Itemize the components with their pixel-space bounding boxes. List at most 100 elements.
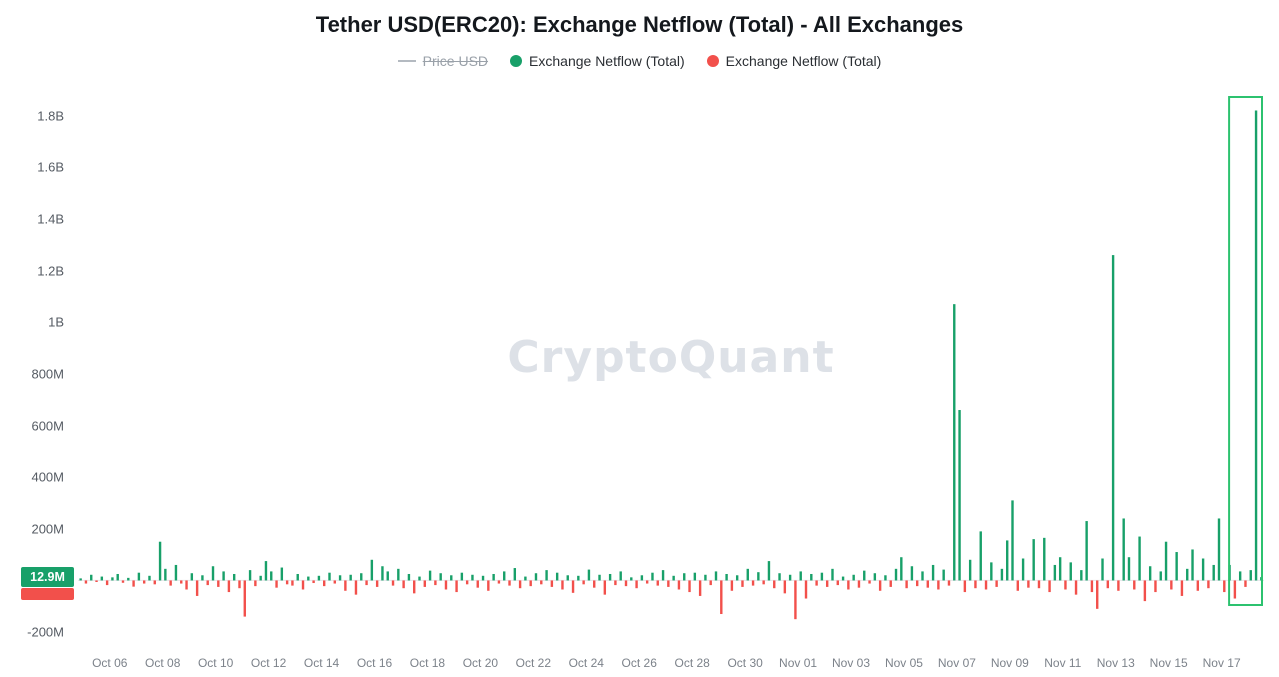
netflow-bar[interactable]	[243, 580, 246, 617]
netflow-bar[interactable]	[852, 574, 855, 581]
netflow-bar[interactable]	[953, 304, 956, 581]
netflow-bar[interactable]	[185, 580, 188, 590]
netflow-bar[interactable]	[121, 580, 125, 583]
netflow-bar[interactable]	[741, 580, 744, 587]
netflow-bar[interactable]	[1117, 580, 1120, 591]
netflow-bar[interactable]	[386, 571, 389, 581]
netflow-bar[interactable]	[820, 572, 824, 581]
netflow-bar[interactable]	[720, 580, 723, 615]
netflow-bar[interactable]	[423, 580, 426, 587]
netflow-bar[interactable]	[217, 580, 220, 587]
netflow-bar[interactable]	[105, 580, 109, 586]
netflow-bar[interactable]	[841, 576, 845, 581]
netflow-bar[interactable]	[312, 580, 315, 584]
netflow-bar[interactable]	[683, 573, 686, 581]
netflow-bar[interactable]	[529, 580, 532, 587]
netflow-bar[interactable]	[735, 575, 739, 581]
netflow-bar[interactable]	[344, 580, 347, 591]
netflow-bar[interactable]	[1249, 570, 1252, 581]
netflow-bar[interactable]	[434, 580, 437, 586]
netflow-bar[interactable]	[873, 573, 877, 581]
netflow-bar[interactable]	[190, 573, 194, 581]
netflow-bar[interactable]	[497, 580, 501, 584]
netflow-bar[interactable]	[1133, 580, 1136, 590]
netflow-bar[interactable]	[508, 580, 511, 586]
netflow-bar[interactable]	[603, 580, 607, 595]
netflow-bar[interactable]	[1101, 558, 1104, 581]
netflow-bar[interactable]	[428, 570, 432, 581]
netflow-bar[interactable]	[831, 568, 834, 581]
netflow-bar[interactable]	[825, 580, 829, 587]
netflow-bar[interactable]	[1244, 580, 1247, 587]
netflow-bar[interactable]	[968, 559, 972, 581]
netflow-bar[interactable]	[1122, 518, 1125, 581]
netflow-bar[interactable]	[153, 580, 156, 585]
netflow-bar[interactable]	[132, 580, 135, 587]
netflow-bar[interactable]	[910, 566, 914, 581]
netflow-bar[interactable]	[439, 573, 442, 581]
netflow-bar[interactable]	[503, 571, 506, 581]
netflow-bar[interactable]	[630, 577, 633, 581]
netflow-bar[interactable]	[471, 574, 474, 581]
netflow-bar[interactable]	[900, 557, 903, 581]
netflow-bar[interactable]	[1138, 536, 1141, 581]
netflow-bar[interactable]	[481, 575, 485, 581]
netflow-bar[interactable]	[1238, 571, 1242, 581]
netflow-bar[interactable]	[677, 580, 681, 590]
netflow-bar[interactable]	[1154, 580, 1157, 593]
netflow-bar[interactable]	[1159, 571, 1162, 581]
netflow-bar[interactable]	[1180, 580, 1184, 596]
netflow-bar[interactable]	[1175, 552, 1178, 581]
netflow-bar[interactable]	[540, 580, 543, 585]
netflow-bar[interactable]	[1217, 518, 1221, 581]
netflow-bar[interactable]	[476, 580, 479, 588]
netflow-bar[interactable]	[450, 575, 453, 581]
netflow-bar[interactable]	[1027, 580, 1030, 588]
netflow-bar[interactable]	[571, 580, 575, 593]
netflow-bar[interactable]	[931, 564, 935, 581]
netflow-bar[interactable]	[1223, 580, 1226, 593]
netflow-bar[interactable]	[651, 572, 654, 581]
netflow-bar[interactable]	[1164, 541, 1168, 581]
netflow-bar[interactable]	[619, 571, 622, 581]
netflow-bar[interactable]	[1106, 580, 1110, 589]
netflow-bar[interactable]	[1170, 580, 1173, 590]
netflow-bar[interactable]	[1085, 521, 1088, 581]
netflow-bar[interactable]	[1006, 540, 1009, 581]
netflow-bar[interactable]	[751, 580, 755, 586]
netflow-bar[interactable]	[561, 580, 564, 590]
netflow-bar[interactable]	[947, 580, 951, 586]
netflow-bar[interactable]	[778, 573, 781, 581]
netflow-bar[interactable]	[555, 572, 559, 581]
netflow-bar[interactable]	[370, 559, 374, 581]
netflow-bar[interactable]	[238, 580, 241, 589]
netflow-bar[interactable]	[1254, 110, 1258, 581]
netflow-bar[interactable]	[95, 580, 98, 582]
netflow-bar[interactable]	[349, 574, 352, 581]
netflow-bar[interactable]	[1090, 580, 1094, 593]
legend-item-netflow-negative[interactable]: Exchange Netflow (Total)	[706, 53, 881, 69]
netflow-bar[interactable]	[142, 580, 146, 584]
netflow-bar[interactable]	[1043, 537, 1046, 581]
netflow-bar[interactable]	[338, 575, 342, 581]
netflow-bar[interactable]	[1069, 562, 1072, 581]
netflow-bar[interactable]	[280, 567, 284, 581]
netflow-bar[interactable]	[995, 580, 998, 587]
netflow-bar[interactable]	[693, 572, 697, 581]
netflow-bar[interactable]	[465, 580, 469, 585]
netflow-bar[interactable]	[990, 562, 993, 581]
netflow-bar[interactable]	[984, 580, 988, 590]
netflow-bar[interactable]	[635, 580, 638, 589]
netflow-bar[interactable]	[1016, 580, 1019, 591]
netflow-bar[interactable]	[195, 580, 199, 596]
netflow-bar[interactable]	[566, 575, 569, 581]
netflow-bar[interactable]	[804, 580, 808, 599]
netflow-bar[interactable]	[333, 580, 336, 584]
netflow-bar[interactable]	[608, 573, 612, 581]
netflow-bar[interactable]	[158, 541, 162, 581]
netflow-bar[interactable]	[127, 577, 130, 581]
netflow-bar[interactable]	[656, 580, 659, 586]
netflow-bar[interactable]	[487, 580, 490, 591]
netflow-bar[interactable]	[593, 580, 596, 588]
netflow-bar[interactable]	[413, 580, 416, 594]
